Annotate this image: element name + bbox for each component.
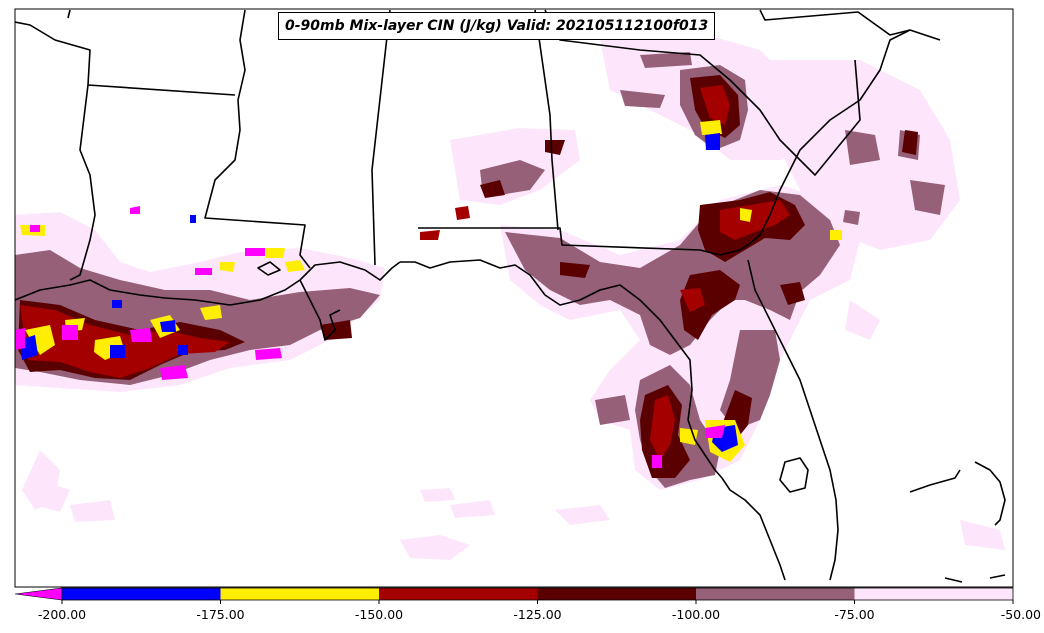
colorbar-bin	[537, 588, 696, 600]
colorbar-tick-label: -75.00	[834, 607, 874, 622]
cin-field-yellow	[20, 120, 842, 462]
colorbar: -200.00 -175.00 -150.00 -125.00 -100.00 -75.0…	[14, 587, 1041, 622]
colorbar-bin	[696, 588, 855, 600]
colorbar-tick-label: -100.00	[672, 607, 720, 622]
colorbar-bin	[220, 588, 379, 600]
colorbar-extend-arrow	[14, 587, 63, 601]
colorbar-tick-label: -125.00	[513, 607, 561, 622]
colorbar-tick-label: -175.00	[196, 607, 244, 622]
cin-field-magenta	[15, 206, 725, 468]
map-frame	[14, 8, 1014, 588]
map-title: 0-90mb Mix-layer CIN (J/kg) Valid: 20210…	[278, 12, 716, 40]
colorbar-tick-label: -150.00	[355, 607, 403, 622]
colorbar-tick-label: -200.00	[38, 607, 86, 622]
boundaries	[15, 9, 1006, 583]
colorbar-bin	[62, 588, 221, 600]
colorbar-bin	[854, 588, 1013, 600]
colorbar-tick-label: -50.00	[1001, 607, 1041, 622]
colorbar-bin	[379, 588, 538, 600]
